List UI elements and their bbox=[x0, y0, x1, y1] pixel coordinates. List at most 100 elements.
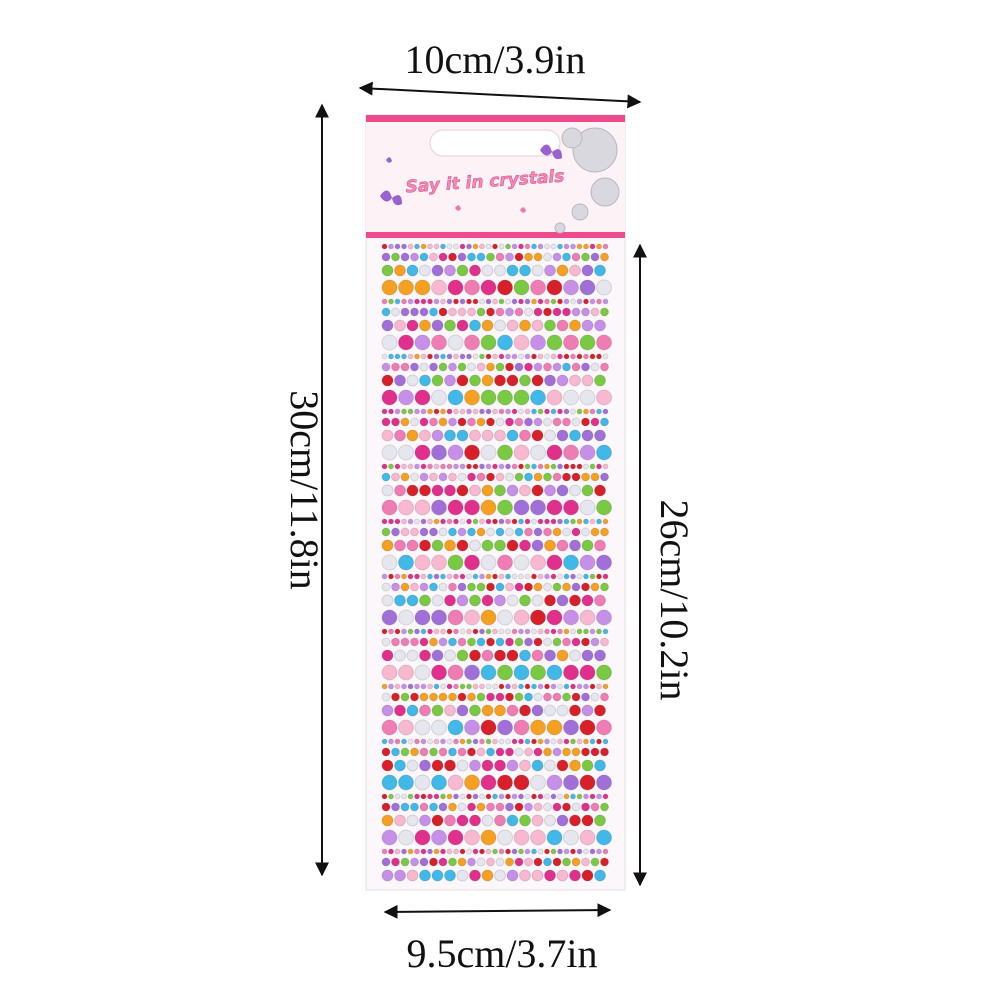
gem bbox=[481, 869, 494, 882]
gem bbox=[414, 774, 431, 791]
gem bbox=[505, 252, 514, 262]
gem bbox=[557, 463, 563, 470]
gem bbox=[530, 389, 546, 406]
gem bbox=[420, 683, 427, 690]
gem bbox=[467, 472, 476, 482]
gem bbox=[400, 637, 410, 647]
gem bbox=[524, 408, 531, 415]
gem bbox=[438, 417, 448, 427]
gem bbox=[544, 408, 550, 415]
gem bbox=[557, 518, 563, 525]
gem bbox=[556, 649, 569, 662]
gem bbox=[381, 527, 391, 537]
gem bbox=[388, 243, 394, 250]
gem bbox=[543, 527, 552, 537]
gem bbox=[457, 417, 467, 427]
gem bbox=[433, 298, 440, 305]
gem bbox=[544, 704, 556, 717]
gem bbox=[524, 243, 531, 250]
gem bbox=[472, 408, 479, 415]
gem bbox=[581, 472, 590, 482]
gem bbox=[492, 408, 498, 415]
gem bbox=[596, 683, 602, 690]
gem bbox=[419, 649, 431, 662]
gem bbox=[519, 429, 531, 442]
gem bbox=[381, 649, 394, 662]
gem bbox=[381, 793, 388, 800]
gem bbox=[433, 463, 440, 470]
gem bbox=[469, 374, 481, 387]
gem bbox=[552, 307, 562, 317]
gem bbox=[466, 463, 472, 470]
gem bbox=[438, 527, 448, 537]
gem bbox=[433, 408, 440, 415]
gem bbox=[410, 472, 419, 482]
gem bbox=[505, 472, 514, 482]
gem bbox=[446, 848, 453, 855]
gem bbox=[537, 573, 544, 580]
gem bbox=[581, 704, 594, 717]
gem bbox=[530, 334, 546, 351]
gem bbox=[401, 738, 407, 745]
gem bbox=[531, 628, 537, 635]
gem bbox=[571, 857, 581, 867]
gem bbox=[602, 353, 609, 360]
gem bbox=[453, 298, 459, 305]
gem bbox=[420, 793, 427, 800]
gem bbox=[410, 802, 419, 812]
gem bbox=[596, 573, 602, 580]
gem bbox=[466, 518, 472, 525]
gem bbox=[589, 298, 596, 305]
gem bbox=[544, 848, 550, 855]
gem bbox=[524, 692, 533, 702]
gem bbox=[429, 362, 438, 372]
gem bbox=[524, 472, 533, 482]
gem bbox=[457, 637, 467, 647]
gem bbox=[600, 747, 609, 757]
gem bbox=[444, 649, 456, 662]
gem bbox=[464, 774, 480, 791]
gem bbox=[563, 408, 570, 415]
gem bbox=[492, 243, 498, 250]
gem bbox=[506, 594, 519, 607]
gem bbox=[563, 499, 579, 516]
gem bbox=[427, 243, 433, 250]
gem bbox=[381, 307, 391, 317]
gem bbox=[419, 704, 431, 717]
gem bbox=[590, 362, 600, 372]
gem bbox=[472, 683, 479, 690]
gem bbox=[497, 279, 513, 296]
gem bbox=[557, 243, 563, 250]
gem bbox=[398, 774, 414, 791]
gem bbox=[530, 279, 546, 296]
gem bbox=[394, 319, 406, 332]
gem bbox=[472, 243, 479, 250]
gem bbox=[438, 472, 448, 482]
gem bbox=[571, 307, 581, 317]
gem bbox=[388, 573, 394, 580]
gem bbox=[513, 389, 530, 406]
gem bbox=[419, 252, 429, 262]
gem bbox=[398, 279, 414, 296]
gem bbox=[600, 802, 609, 812]
gem bbox=[524, 582, 533, 592]
gem bbox=[602, 628, 609, 635]
gem bbox=[524, 802, 533, 812]
gem bbox=[556, 759, 569, 772]
gem bbox=[511, 683, 518, 690]
gem bbox=[457, 802, 467, 812]
gem bbox=[446, 298, 453, 305]
gem bbox=[394, 869, 406, 882]
gem bbox=[481, 759, 494, 772]
gem bbox=[391, 362, 400, 372]
gem bbox=[495, 747, 505, 757]
gem bbox=[546, 719, 563, 736]
gem bbox=[406, 264, 419, 277]
gem bbox=[381, 298, 388, 305]
gem bbox=[576, 463, 583, 470]
gem bbox=[448, 747, 457, 757]
gem bbox=[562, 637, 571, 647]
gem bbox=[398, 334, 414, 351]
gem bbox=[557, 573, 563, 580]
gem bbox=[570, 518, 576, 525]
